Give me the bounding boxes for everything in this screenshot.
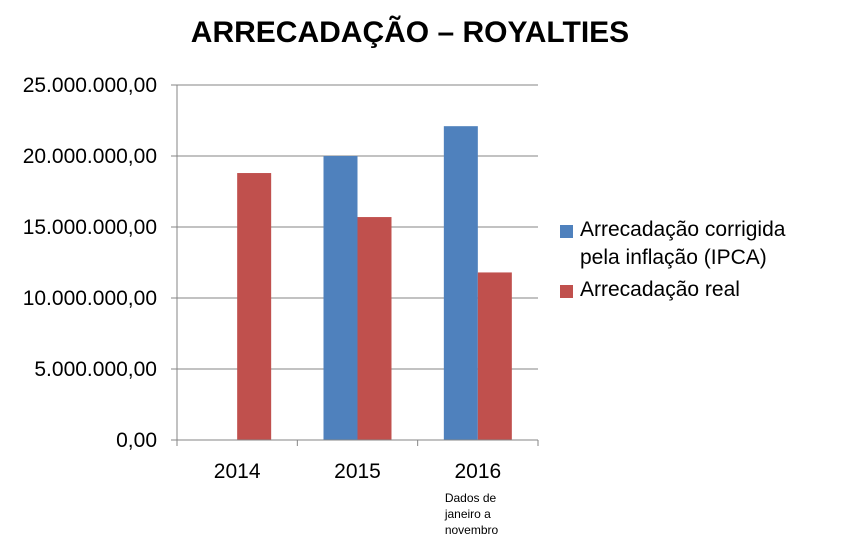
legend: Arrecadação corrigida pela inflação (IPCA… [560, 218, 786, 301]
legend-label: Arrecadação real [580, 278, 740, 301]
x-category-note: janeiro a [444, 507, 491, 521]
y-axis-ticks: 0,00 5.000.000,00 10.000.000,00 15.000.000,… [23, 74, 177, 452]
legend-swatch [560, 285, 573, 298]
bar-2016-series-1 [443, 126, 478, 441]
y-tick-label: 15.000.000,00 [23, 216, 157, 239]
y-tick-label: 10.000.000,00 [23, 287, 157, 310]
bars [237, 126, 512, 441]
legend-swatch [560, 225, 573, 238]
bar-2015-series-1 [323, 156, 358, 440]
y-tick-label: 5.000.000,00 [34, 358, 157, 381]
legend-label: Arrecadação corrigida [580, 218, 786, 241]
x-axis-ticks: 2014 2015 2016 Dados de janeiro a novembro [176, 440, 539, 537]
bar-2014-series-2 [237, 173, 272, 441]
x-tick-label: 2015 [334, 460, 381, 483]
bar-2015-series-2 [357, 217, 392, 440]
x-category-note: novembro [445, 523, 499, 537]
legend-label: pela inflação (IPCA) [580, 246, 767, 269]
x-category-note: Dados de [445, 491, 497, 505]
x-tick-label: 2016 [454, 460, 501, 483]
bar-2016-series-2 [477, 272, 512, 440]
axes [176, 85, 538, 441]
chart-title: ARRECADAÇÃO – ROYALTIES [191, 15, 629, 49]
y-tick-label: 20.000.000,00 [23, 145, 157, 168]
y-tick-label: 25.000.000,00 [23, 74, 157, 97]
x-tick-label: 2014 [214, 460, 261, 483]
y-tick-label: 0,00 [116, 429, 157, 452]
